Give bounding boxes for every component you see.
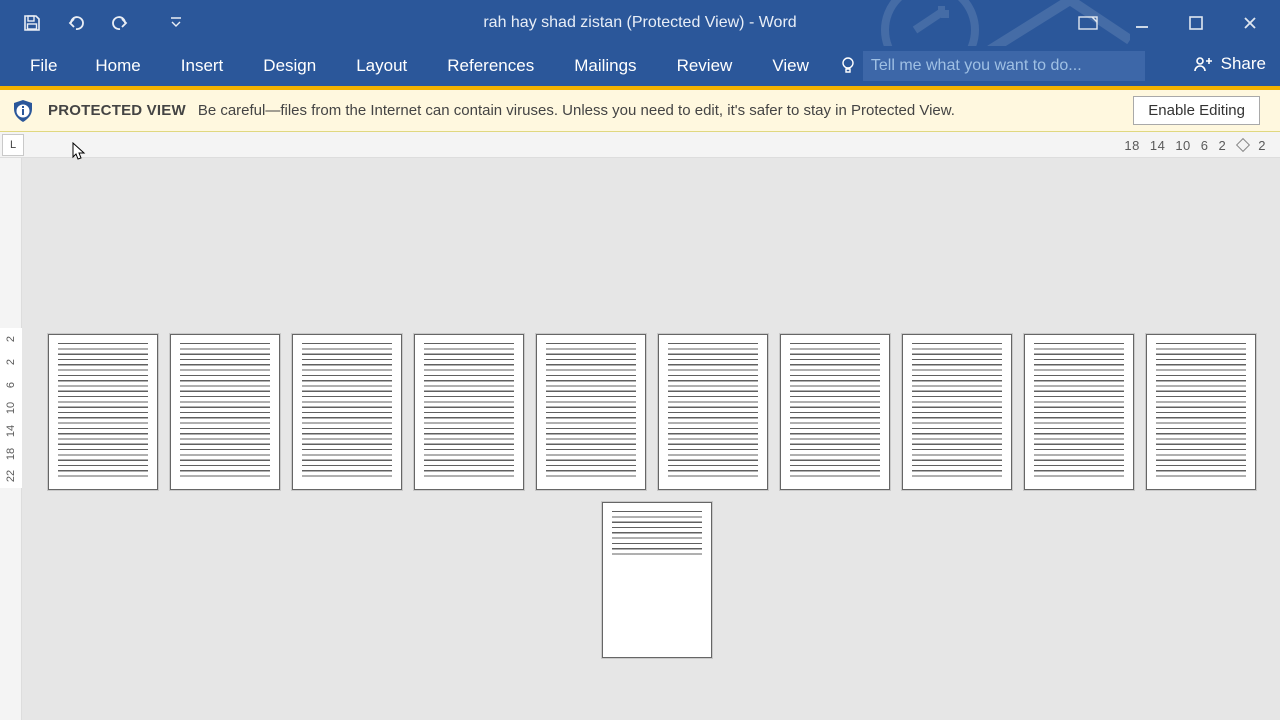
indent-marker-icon[interactable] xyxy=(1236,138,1250,152)
v-tick: 6 xyxy=(5,382,17,388)
tab-design[interactable]: Design xyxy=(243,46,336,86)
tab-references[interactable]: References xyxy=(427,46,554,86)
enable-editing-button[interactable]: Enable Editing xyxy=(1133,96,1260,125)
v-tick: 2 xyxy=(5,359,17,365)
tab-insert[interactable]: Insert xyxy=(161,46,244,86)
document-area: 2 2 6 10 14 18 22 xyxy=(0,158,1280,720)
v-tick: 22 xyxy=(5,470,17,482)
page-thumbnail[interactable] xyxy=(1146,334,1256,490)
page-thumbnail[interactable] xyxy=(292,334,402,490)
title-bar: rah hay shad zistan (Protected View) - W… xyxy=(0,0,1280,46)
protected-view-message: Be careful—files from the Internet can c… xyxy=(198,102,955,119)
protected-view-title: PROTECTED VIEW xyxy=(48,102,186,119)
undo-icon[interactable] xyxy=(66,13,86,33)
tab-selector[interactable]: L xyxy=(2,134,24,156)
protected-view-bar: PROTECTED VIEW Be careful—files from the… xyxy=(0,90,1280,132)
redo-icon[interactable] xyxy=(110,13,130,33)
v-ruler-scale: 2 2 6 10 14 18 22 xyxy=(0,328,22,488)
page-thumbnail[interactable] xyxy=(658,334,768,490)
tab-layout[interactable]: Layout xyxy=(336,46,427,86)
h-tick: 14 xyxy=(1150,138,1165,153)
share-button[interactable]: Share xyxy=(1179,46,1280,82)
page-thumbnail[interactable] xyxy=(170,334,280,490)
window-title: rah hay shad zistan (Protected View) - W… xyxy=(483,14,796,32)
lightbulb-icon xyxy=(837,56,859,76)
vertical-ruler: 2 2 6 10 14 18 22 xyxy=(0,158,22,720)
page-thumbnail[interactable] xyxy=(536,334,646,490)
share-label: Share xyxy=(1221,54,1266,74)
page-thumbnail[interactable] xyxy=(1024,334,1134,490)
close-icon[interactable] xyxy=(1238,11,1262,35)
h-tick: 6 xyxy=(1201,138,1209,153)
quick-access-toolbar xyxy=(0,13,186,33)
page-thumbnail[interactable] xyxy=(902,334,1012,490)
tell-me-input[interactable] xyxy=(863,51,1145,81)
tab-home[interactable]: Home xyxy=(75,46,160,86)
tab-view[interactable]: View xyxy=(752,46,829,86)
page-thumbnails xyxy=(48,334,1266,658)
h-tick: 10 xyxy=(1175,138,1190,153)
minimize-icon[interactable] xyxy=(1130,11,1154,35)
qat-customize-icon[interactable] xyxy=(166,13,186,33)
h-ruler-scale: 18 14 10 6 2 2 xyxy=(1124,132,1266,158)
v-tick: 14 xyxy=(5,425,17,437)
page-thumbnail[interactable] xyxy=(780,334,890,490)
save-icon[interactable] xyxy=(22,13,42,33)
tab-review[interactable]: Review xyxy=(657,46,753,86)
h-tick: 2 xyxy=(1219,138,1227,153)
ribbon-display-options-icon[interactable] xyxy=(1076,11,1100,35)
file-tab[interactable]: File xyxy=(12,46,75,86)
shield-info-icon xyxy=(10,98,36,124)
horizontal-ruler: L 18 14 10 6 2 2 xyxy=(0,132,1280,158)
ribbon: File Home Insert Design Layout Reference… xyxy=(0,46,1280,90)
h-tick: 18 xyxy=(1124,138,1139,153)
tab-mailings[interactable]: Mailings xyxy=(554,46,656,86)
page-thumbnail[interactable] xyxy=(48,334,158,490)
page-thumbnail[interactable] xyxy=(414,334,524,490)
page-thumbnail[interactable] xyxy=(602,502,712,658)
v-tick: 18 xyxy=(5,448,17,460)
window-controls xyxy=(1076,0,1280,46)
h-tick: 2 xyxy=(1258,138,1266,153)
tell-me-search xyxy=(837,46,1145,86)
maximize-icon[interactable] xyxy=(1184,11,1208,35)
share-icon xyxy=(1193,55,1213,73)
v-tick: 2 xyxy=(5,336,17,342)
v-tick: 10 xyxy=(5,402,17,414)
